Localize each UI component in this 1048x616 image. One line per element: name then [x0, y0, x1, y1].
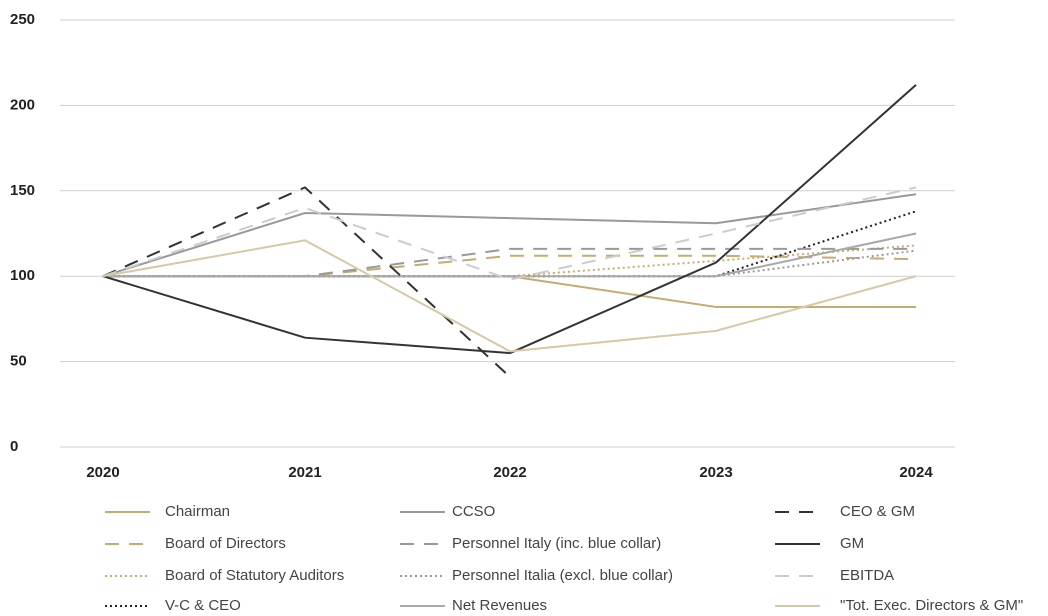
series-line [103, 232, 917, 278]
legend-label: V-C & CEO [165, 597, 241, 614]
series-line [102, 84, 917, 355]
series-line [102, 239, 917, 353]
legend-label: Personnel Italia (excl. blue collar) [452, 567, 673, 584]
series-line [103, 254, 917, 278]
legend-label: GM [840, 535, 864, 552]
series-line [102, 186, 511, 378]
legend-label: Chairman [165, 503, 230, 520]
legend-label: Personnel Italy (inc. blue collar) [452, 535, 661, 552]
legend-label: Board of Statutory Auditors [165, 567, 344, 584]
legend-label: CCSO [452, 503, 495, 520]
y-tick-label: 250 [10, 11, 35, 28]
y-tick-label: 150 [10, 182, 35, 199]
series-line [103, 247, 916, 278]
legend-label: CEO & GM [840, 503, 915, 520]
series-line [102, 186, 917, 281]
legend-label: Net Revenues [452, 597, 547, 614]
x-tick-label: 2021 [288, 464, 321, 481]
legend-label: Board of Directors [165, 535, 286, 552]
x-tick-label: 2020 [86, 464, 119, 481]
y-tick-label: 100 [10, 267, 35, 284]
legend-label: "Tot. Exec. Directors & GM" [840, 597, 1023, 614]
series-line [102, 193, 917, 278]
x-tick-label: 2022 [493, 464, 526, 481]
series-line [103, 275, 916, 308]
legend-label: EBITDA [840, 567, 894, 584]
y-tick-label: 0 [10, 438, 18, 455]
y-tick-label: 200 [10, 96, 35, 113]
x-tick-label: 2024 [899, 464, 933, 481]
x-tick-label: 2023 [699, 464, 732, 481]
y-tick-label: 50 [10, 353, 27, 370]
